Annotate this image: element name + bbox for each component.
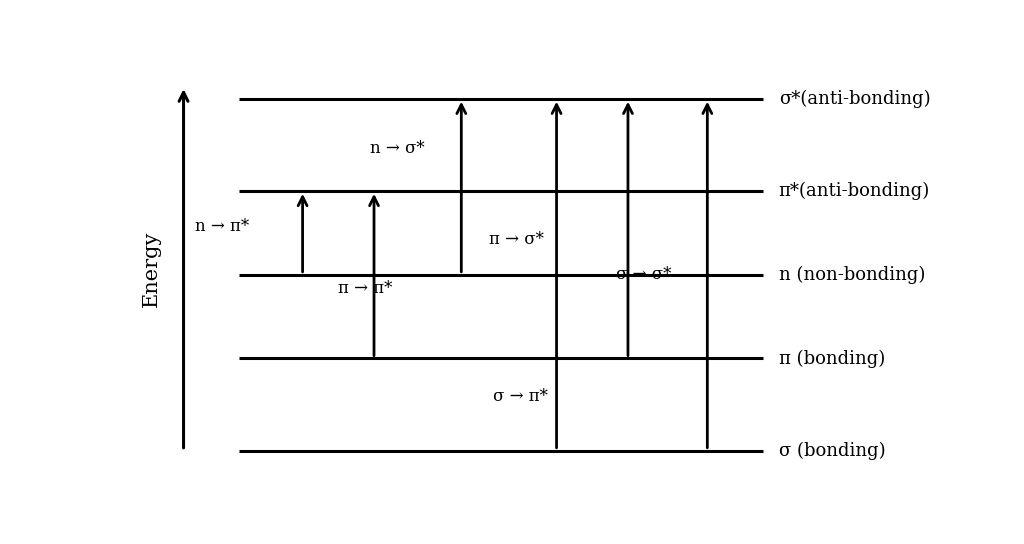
- Text: n (non-bonding): n (non-bonding): [778, 265, 925, 284]
- Text: σ*(anti-bonding): σ*(anti-bonding): [778, 90, 931, 108]
- Text: σ → σ*: σ → σ*: [616, 266, 672, 283]
- Text: π → σ*: π → σ*: [489, 231, 544, 248]
- Text: n → π*: n → π*: [196, 218, 250, 234]
- Text: π → π*: π → π*: [338, 280, 392, 296]
- Text: σ → π*: σ → π*: [494, 388, 548, 405]
- Text: π (bonding): π (bonding): [778, 349, 885, 368]
- Text: n → σ*: n → σ*: [370, 140, 425, 157]
- Text: Energy: Energy: [142, 230, 162, 307]
- Text: π*(anti-bonding): π*(anti-bonding): [778, 182, 930, 200]
- Text: σ (bonding): σ (bonding): [778, 442, 886, 460]
